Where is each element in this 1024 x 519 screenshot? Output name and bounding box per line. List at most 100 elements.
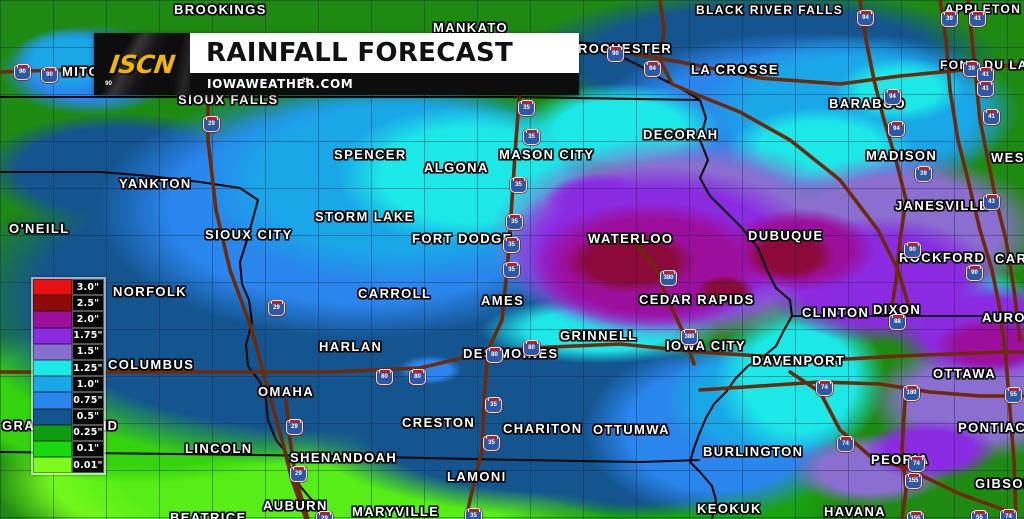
interstate-shield-number: 380 (663, 275, 674, 281)
city-label: DAVENPORT (752, 353, 846, 368)
interstate-shield-number: 80 (491, 352, 498, 358)
city-label: PONTIAC (958, 420, 1024, 435)
city-label: WEST BEND (991, 150, 1024, 165)
city-label: WATERLOO (588, 231, 674, 246)
legend-row: 0.1" (33, 440, 104, 458)
legend-row: 3.0" (33, 279, 104, 296)
interstate-shield-number: 80 (414, 374, 421, 380)
legend-value-label: 0.5" (72, 408, 104, 425)
interstate-shield-icon: 94 (857, 9, 874, 26)
interstate-shield-number: 55 (1010, 392, 1017, 398)
interstate-shield-icon: 35 (483, 434, 500, 451)
legend-row: 0.25" (33, 424, 104, 441)
interstate-shield-number: 29 (302, 78, 309, 84)
logo-text: ISCN (107, 49, 177, 79)
city-label: LAMONI (447, 469, 507, 484)
interstate-shield-number: 90 (909, 247, 916, 253)
interstate-shield-number: 35 (515, 182, 522, 188)
legend-color-swatch (33, 424, 72, 441)
interstate-shield-number: 35 (523, 105, 530, 111)
city-label: CHARITON (503, 421, 583, 436)
city-label: AURORA (982, 310, 1024, 325)
interstate-shield-number: 29 (321, 516, 328, 519)
interstate-shield-icon: 80 (409, 368, 426, 385)
legend-color-swatch (33, 440, 72, 458)
interstate-shield-number: 80 (381, 374, 388, 380)
interstate-shield-icon: 88 (889, 313, 906, 330)
interstate-shield-icon: 380 (660, 269, 677, 286)
interstate-shield-icon: 43 (983, 193, 1000, 210)
interstate-shield-number: 94 (893, 126, 900, 132)
city-label: MANKATO (433, 20, 509, 35)
city-label: GRINNELL (560, 328, 638, 343)
city-label: DUBUQUE (748, 228, 824, 243)
city-label: JANESVILLE (895, 198, 990, 213)
city-label: GIBSON (975, 476, 1024, 491)
interstate-shield-number: 90 (19, 69, 26, 75)
interstate-shield-icon: 29 (290, 465, 307, 482)
legend-color-swatch (33, 376, 72, 393)
interstate-shield-icon: 90 (607, 45, 624, 62)
interstate-shield-icon: 55 (971, 509, 988, 519)
interstate-shield-icon: 80 (486, 346, 503, 363)
interstate-shield-number: 35 (488, 440, 495, 446)
rainfall-legend: 3.0" 2.5" 2.0" 1.75" 1.5" 1.25" 1.0" 0.75" 0.5" 0… (31, 277, 106, 476)
interstate-shield-number: 41 (982, 86, 989, 92)
legend-color-swatch (33, 408, 72, 425)
city-label: O'NEILL (9, 221, 70, 236)
interstate-shield-icon: 29 (203, 115, 220, 132)
city-label: SPENCER (334, 147, 407, 162)
city-label: CARY (995, 251, 1024, 266)
banner-subtitle: IOWAWEATHER.COM (190, 73, 579, 95)
interstate-shield-number: 39 (946, 16, 953, 22)
interstate-shield-icon: 90 (966, 264, 983, 281)
interstate-shield-number: 80 (528, 345, 535, 351)
interstate-shield-number: 94 (649, 66, 656, 72)
city-label: OTTAWA (933, 366, 997, 381)
interstate-shield-number: 180 (906, 390, 917, 396)
interstate-shield-number: 35 (470, 513, 477, 519)
legend-color-swatch (33, 327, 72, 344)
legend-row: 0.5" (33, 408, 104, 425)
interstate-shield-number: 90 (612, 51, 619, 57)
interstate-shield-number: 35 (511, 219, 518, 225)
city-label: LA CROSSE (691, 62, 779, 77)
city-label: OTTUMWA (593, 422, 670, 437)
interstate-shield-icon: 55 (1005, 386, 1022, 403)
city-label: SIOUX CITY (205, 227, 293, 242)
interstate-shield-icon: 74 (908, 455, 925, 472)
legend-value-label: 1.75" (72, 327, 104, 344)
interstate-shield-icon: 94 (888, 120, 905, 137)
interstate-shield-icon: 35 (506, 213, 523, 230)
interstate-shield-number: 155 (908, 478, 919, 484)
interstate-shield-number: 41 (974, 16, 981, 22)
interstate-shield-number: 29 (295, 471, 302, 477)
interstate-shield-icon: 35 (485, 396, 502, 413)
interstate-shield-number: 90 (971, 270, 978, 276)
interstate-shield-number: 74 (913, 461, 920, 467)
city-label: FORT DODGE (412, 231, 513, 246)
interstate-shield-icon: 35 (518, 99, 535, 116)
interstate-shield-number: 35 (508, 242, 515, 248)
city-label: AMES (481, 293, 525, 308)
interstate-shield-number: 94 (889, 94, 896, 100)
interstate-shield-number: 55 (976, 515, 983, 519)
city-label: BLACK RIVER FALLS (696, 3, 844, 17)
legend-value-label: 0.25" (72, 424, 104, 441)
interstate-shield-number: 43 (988, 199, 995, 205)
interstate-shield-icon: 94 (884, 88, 901, 105)
interstate-shield-number: 29 (291, 424, 298, 430)
city-label: DES MOINES (463, 346, 559, 361)
legend-color-swatch (33, 279, 72, 296)
interstate-shield-icon: 39 (941, 10, 958, 27)
interstate-shield-number: 155 (910, 516, 921, 519)
interstate-shield-number: 88 (894, 319, 901, 325)
city-label: STORM LAKE (315, 209, 415, 224)
legend-color-swatch (33, 311, 72, 328)
legend-row: 1.25" (33, 359, 104, 377)
interstate-shield-icon: 41 (983, 108, 1000, 125)
city-label: SIOUX FALLS (178, 92, 279, 107)
legend-row: 0.01" (33, 457, 104, 474)
city-label: BURLINGTON (703, 444, 804, 459)
legend-row: 2.5" (33, 295, 104, 312)
